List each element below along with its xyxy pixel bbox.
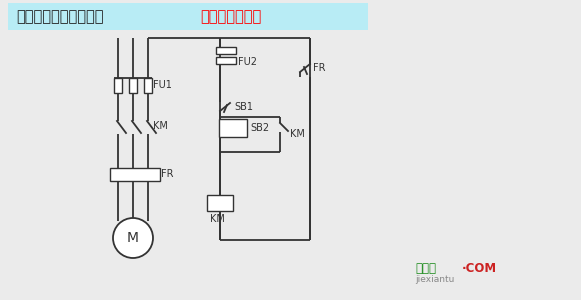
Bar (110, 168, 160, 181)
Text: KM: KM (153, 121, 168, 131)
Text: 画出电气互联图: 画出电气互联图 (200, 10, 261, 25)
Bar (129, 78, 137, 93)
Text: FR: FR (161, 169, 174, 179)
Bar (216, 47, 236, 54)
Text: ·COM: ·COM (462, 262, 497, 275)
Bar (216, 57, 236, 64)
Text: FU2: FU2 (238, 57, 257, 67)
Bar (114, 78, 122, 93)
Text: FU1: FU1 (153, 80, 172, 90)
Text: KM: KM (290, 129, 305, 139)
Text: KM: KM (210, 214, 225, 224)
Text: SB1: SB1 (234, 102, 253, 112)
FancyBboxPatch shape (8, 3, 368, 30)
Text: 接线图: 接线图 (415, 262, 436, 275)
Bar (207, 195, 233, 211)
Text: SB2: SB2 (250, 123, 269, 133)
Bar (219, 119, 247, 137)
Circle shape (113, 218, 153, 258)
Text: FR: FR (313, 63, 325, 73)
Text: 启动电动机和自锁环节: 启动电动机和自锁环节 (16, 10, 103, 25)
Text: M: M (127, 231, 139, 245)
Bar (144, 78, 152, 93)
Text: jiexiantu: jiexiantu (415, 275, 454, 284)
